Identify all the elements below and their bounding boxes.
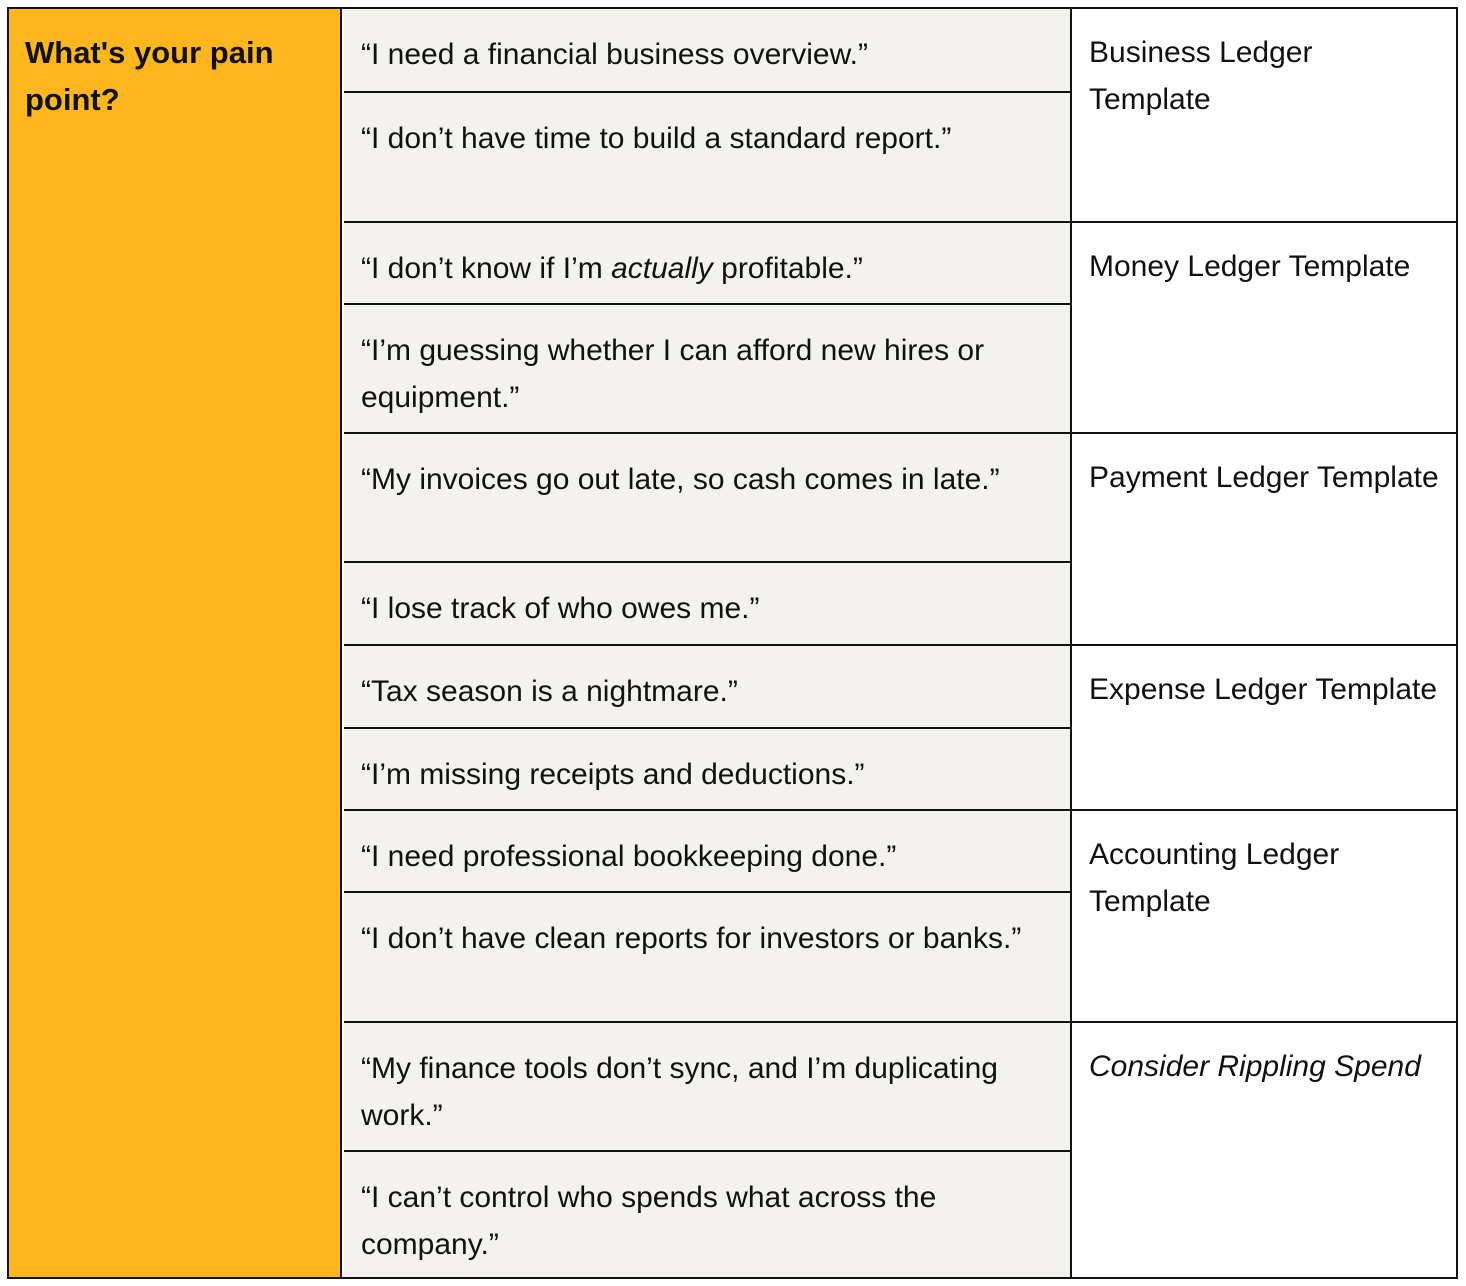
pain-point-cell: “My invoices go out late, so cash comes … <box>344 434 1070 563</box>
pain-point-header: What's your pain point? <box>9 9 342 1277</box>
pain-text-pre: “I don’t know if I’m <box>361 252 612 285</box>
pain-text-emphasis: actually <box>611 252 713 285</box>
pain-point-cell: “I lose track of who owes me.” <box>344 563 1070 646</box>
pain-point-cell: “Tax season is a nightmare.” <box>344 646 1070 729</box>
pain-point-cell: “I don’t have time to build a standard r… <box>344 93 1070 223</box>
template-cell-payment: Payment Ledger Template <box>1070 434 1456 646</box>
template-cell-money: Money Ledger Template <box>1070 223 1456 434</box>
template-cell-business: Business Ledger Template <box>1070 9 1456 223</box>
pain-text-post: profitable.” <box>712 252 863 285</box>
pain-point-cell: “I can’t control who spends what across … <box>344 1152 1070 1277</box>
pain-point-cell: “I’m guessing whether I can afford new h… <box>344 305 1070 434</box>
pain-point-cell: “I’m missing receipts and deductions.” <box>344 729 1070 811</box>
pain-point-table: What's your pain point? “I need a financ… <box>7 7 1458 1279</box>
pain-point-cell: “I don’t know if I’m actually profitable… <box>344 223 1070 305</box>
pain-point-cell: “I need professional bookkeeping done.” <box>344 811 1070 893</box>
template-cell-accounting: Accounting Ledger Template <box>1070 811 1456 1023</box>
template-cell-rippling-spend: Consider Rippling Spend <box>1070 1023 1456 1277</box>
pain-point-cell: “I don’t have clean reports for investor… <box>344 893 1070 1023</box>
pain-point-cell: “My finance tools don’t sync, and I’m du… <box>344 1023 1070 1152</box>
template-cell-expense: Expense Ledger Template <box>1070 646 1456 811</box>
pain-point-cell: “I need a financial business overview.” <box>344 9 1070 93</box>
